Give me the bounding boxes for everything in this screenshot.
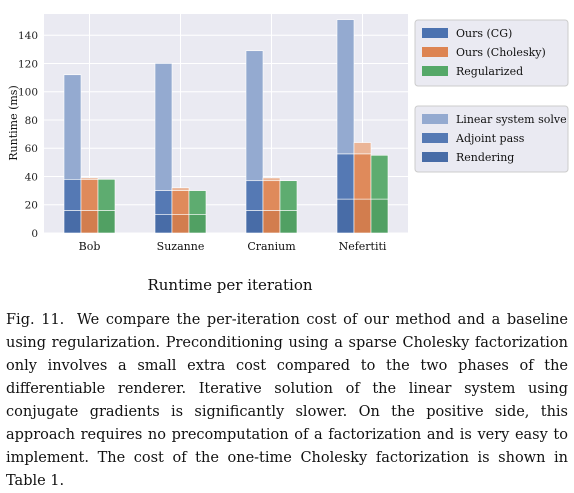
- bar-rendering: [188, 214, 207, 234]
- y-tick-label: 40: [25, 171, 38, 183]
- phase-legend: Linear system solve Adjoint pass Rendering: [414, 105, 569, 173]
- y-tick-label: 140: [18, 30, 38, 42]
- bar-adjoint-pass: [80, 179, 99, 211]
- y-tick-labels: 0 20 40 60 80 100 120 140: [18, 30, 38, 240]
- y-axis-label: Runtime (ms): [7, 85, 20, 161]
- chart-title: Runtime per iteration: [147, 276, 313, 294]
- bar-adjoint-pass: [188, 190, 207, 215]
- y-tick-label: 60: [25, 143, 38, 155]
- bar-adjoint-pass: [279, 180, 298, 211]
- bar-adjoint-pass: [245, 180, 264, 211]
- figure-caption: Fig. 11. We compare the per-iteration co…: [6, 309, 568, 493]
- legend-label: Ours (CG): [456, 27, 512, 40]
- bar-adjoint-pass: [353, 153, 372, 200]
- bar-linear-system-solve: [63, 74, 82, 180]
- bars: [63, 19, 389, 234]
- legend-label: Ours (Cholesky): [456, 46, 546, 59]
- bar-adjoint-pass: [370, 154, 389, 200]
- y-tick-label: 80: [25, 115, 38, 127]
- x-tick-labels: Bob Suzanne Cranium Nefertiti: [79, 240, 387, 253]
- bar-rendering: [279, 210, 298, 234]
- bar-rendering: [245, 210, 264, 234]
- runtime-chart: 0 20 40 60 80 100 120 140 Bob Suzanne Cranium Nefe…: [7, 14, 569, 253]
- legend-swatch: [422, 66, 448, 76]
- bar-rendering: [63, 210, 82, 234]
- method-legend: Ours (CG) Ours (Cholesky) Regularized: [414, 19, 569, 87]
- bar-rendering: [154, 214, 173, 234]
- bar-adjoint-pass: [63, 179, 82, 211]
- bar-linear-system-solve: [154, 63, 173, 191]
- bar-rendering: [97, 210, 116, 234]
- legend-label: Rendering: [456, 151, 514, 164]
- phase-legend-box: [414, 105, 569, 173]
- bar-linear-system-solve: [336, 19, 355, 155]
- bar-linear-system-solve: [262, 177, 281, 182]
- y-tick-label: 20: [25, 200, 38, 212]
- bar-rendering: [171, 214, 190, 234]
- bar-rendering: [353, 198, 372, 234]
- bar-adjoint-pass: [262, 180, 281, 211]
- legend-label: Regularized: [456, 65, 523, 78]
- x-tick-label: Nefertiti: [339, 240, 387, 253]
- caption-text: We compare the per-iteration cost of our…: [6, 312, 569, 489]
- bar-rendering: [370, 198, 389, 234]
- legend-swatch: [422, 114, 448, 124]
- bar-rendering: [80, 210, 99, 234]
- legend-label: Adjoint pass: [455, 132, 525, 145]
- bar-adjoint-pass: [97, 179, 116, 211]
- bar-adjoint-pass: [154, 190, 173, 215]
- bar-linear-system-solve: [353, 142, 372, 155]
- y-tick-label: 100: [18, 87, 38, 99]
- bar-rendering: [262, 210, 281, 234]
- method-legend-box: [414, 19, 569, 87]
- bar-adjoint-pass: [171, 190, 190, 215]
- legend-swatch: [422, 133, 448, 143]
- legend-swatch: [422, 28, 448, 38]
- bar-linear-system-solve: [80, 177, 99, 180]
- bar-rendering: [336, 198, 355, 234]
- bar-linear-system-solve: [245, 50, 264, 182]
- x-tick-label: Suzanne: [157, 240, 205, 253]
- x-tick-label: Cranium: [247, 240, 296, 253]
- legend-swatch: [422, 47, 448, 57]
- y-tick-label: 120: [18, 58, 38, 70]
- x-tick-label: Bob: [79, 240, 101, 253]
- y-tick-label: 0: [31, 228, 38, 240]
- bar-adjoint-pass: [336, 153, 355, 200]
- caption-label: Fig. 11.: [6, 312, 65, 328]
- legend-label: Linear system solve: [456, 113, 567, 126]
- bar-linear-system-solve: [171, 187, 190, 191]
- legend-swatch: [422, 152, 448, 162]
